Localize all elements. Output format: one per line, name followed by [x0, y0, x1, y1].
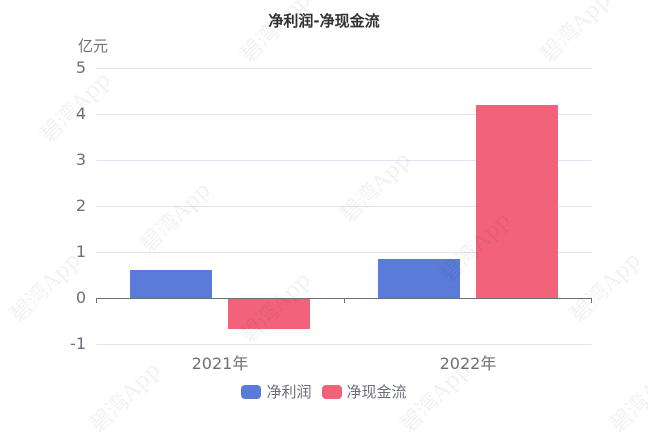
x-tick-label-2021: 2021年	[191, 354, 249, 373]
legend-label-net-cashflow: 净现金流	[346, 383, 407, 401]
legend-label-net-profit: 净利润	[266, 383, 312, 401]
grid-line	[96, 252, 592, 253]
chart-title: 净利润-净现金流	[268, 12, 380, 30]
y-tick-label: 3	[75, 150, 86, 169]
y-tick-label: 5	[75, 58, 86, 77]
watermark-text: 碧湾App	[565, 247, 646, 328]
x-axis-tick	[96, 298, 97, 303]
legend-swatch-net-cashflow	[321, 384, 342, 399]
y-tick-label: 1	[75, 242, 86, 261]
watermark-text: 碧湾App	[5, 247, 86, 328]
bar-net-profit-2022年[interactable]	[378, 258, 460, 298]
x-tick-label-2022: 2022年	[439, 354, 497, 373]
watermark-text: 碧湾App	[135, 177, 216, 258]
x-axis-tick	[344, 298, 345, 303]
grid-line	[96, 344, 592, 345]
bar-net-profit-2021年[interactable]	[130, 269, 212, 298]
y-tick-label: 4	[75, 104, 86, 123]
x-axis-tick	[591, 298, 592, 303]
grid-line	[96, 114, 592, 115]
grid-line	[96, 206, 592, 207]
grid-line	[96, 160, 592, 161]
grid-line	[96, 68, 592, 69]
y-tick-label: 2	[75, 196, 86, 215]
bar-net-cashflow-2021年[interactable]	[228, 298, 310, 329]
y-axis-unit-label: 亿元	[78, 37, 109, 55]
watermark-text: 碧湾App	[335, 147, 416, 228]
bar-net-cashflow-2022年[interactable]	[476, 104, 558, 298]
legend-swatch-net-profit	[241, 384, 262, 399]
legend: 净利润 净现金流	[0, 381, 648, 402]
y-tick-label: 0	[75, 288, 86, 307]
y-tick-label: -1	[70, 334, 86, 353]
legend-item-net-profit[interactable]: 净利润	[241, 381, 312, 402]
legend-item-net-cashflow[interactable]: 净现金流	[321, 381, 407, 402]
